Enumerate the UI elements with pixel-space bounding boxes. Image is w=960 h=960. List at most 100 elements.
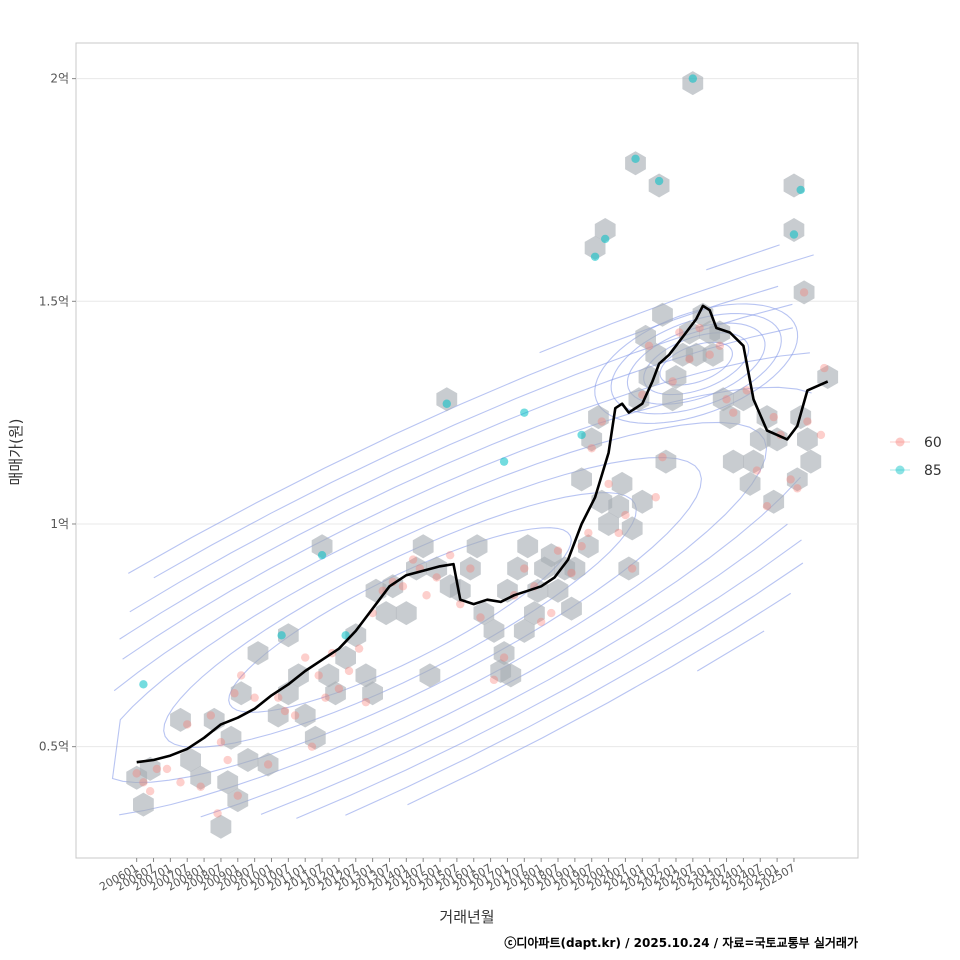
- hexbin: [571, 467, 592, 492]
- hexbin: [722, 449, 744, 474]
- hexbin: [618, 556, 640, 581]
- point-60: [722, 395, 731, 404]
- point-85: [520, 408, 529, 417]
- hexbin: [507, 556, 528, 581]
- point-60: [145, 786, 155, 796]
- point-60: [476, 613, 485, 622]
- point-60: [644, 341, 654, 351]
- point-60: [196, 782, 205, 791]
- y-axis-ticks: 0.5억 1억 1.5억 2억: [39, 72, 76, 754]
- point-60: [742, 386, 751, 395]
- hexbin: [800, 449, 822, 474]
- hexbin: [500, 663, 522, 688]
- point-60: [301, 653, 310, 662]
- hexbin: [625, 151, 646, 176]
- y-axis-title: 매매가(원): [7, 419, 25, 486]
- y-tick-label: 1억: [50, 517, 69, 531]
- y-tick-label: 0.5억: [39, 740, 69, 754]
- hexbin: [419, 663, 441, 688]
- point-85: [688, 74, 698, 83]
- point-85: [442, 399, 451, 408]
- point-60: [553, 546, 563, 555]
- point-85: [796, 185, 805, 195]
- hexbin: [685, 342, 707, 367]
- point-85: [654, 176, 664, 186]
- point-60: [361, 697, 371, 707]
- point-60: [769, 412, 778, 422]
- point-60: [236, 671, 246, 680]
- hexbin: [139, 756, 161, 781]
- legend-key-dot-85: [895, 465, 905, 475]
- point-85: [590, 252, 600, 261]
- hexbin: [635, 324, 656, 349]
- point-60: [520, 564, 529, 573]
- hexbin: [345, 623, 367, 648]
- hexbin: [655, 449, 677, 474]
- point-60: [176, 778, 185, 787]
- legend-key-dot-60: [895, 437, 905, 447]
- caption: ⓒ디아파트(dapt.kr) / 2025.10.24 / 자료=국토교통부 실…: [504, 935, 858, 950]
- y-tick-label: 1.5억: [39, 294, 69, 308]
- hexbin: [220, 725, 242, 750]
- hexbin: [564, 556, 586, 581]
- point-60: [752, 466, 762, 475]
- hexbin: [719, 405, 741, 430]
- hexbin: [611, 471, 633, 496]
- x-axis-title: 거래년월: [439, 908, 494, 926]
- hexbin: [588, 405, 609, 430]
- point-85: [277, 631, 286, 640]
- density-contour: [539, 254, 814, 672]
- hexbin: [739, 471, 761, 496]
- hexbin: [584, 235, 606, 260]
- legend-item-85: 85: [890, 463, 942, 479]
- point-60: [408, 555, 418, 564]
- point-60: [577, 542, 586, 551]
- point-60: [354, 644, 364, 653]
- density-contour: [128, 285, 791, 806]
- hexbin: [210, 814, 232, 839]
- hexbin: [756, 405, 778, 430]
- hexbin: [133, 792, 154, 817]
- point-60: [786, 475, 795, 484]
- legend-label-60: 60: [924, 435, 942, 451]
- hexbin: [712, 387, 734, 412]
- point-85: [341, 631, 350, 640]
- point-60: [803, 417, 812, 426]
- scatter-points: [132, 74, 829, 818]
- hexbin: [581, 427, 603, 452]
- hexbin: [304, 725, 326, 750]
- point-85: [139, 680, 148, 689]
- hexbin: [278, 623, 299, 648]
- point-60: [132, 769, 141, 778]
- hexbin: [524, 601, 545, 626]
- point-60: [627, 564, 637, 573]
- point-60: [334, 684, 344, 693]
- hexbin: [513, 618, 535, 643]
- hexbin: [665, 365, 687, 389]
- hexbin: [793, 280, 815, 305]
- hexbin: [267, 703, 289, 728]
- point-60: [567, 568, 576, 578]
- point-60: [715, 341, 725, 351]
- point-60: [820, 363, 829, 373]
- hexbin: [733, 387, 754, 412]
- point-60: [233, 791, 242, 800]
- point-60: [762, 501, 772, 511]
- hexbin: [786, 467, 808, 492]
- point-60: [584, 528, 593, 538]
- hexbin: [460, 556, 481, 581]
- y-tick-label: 2억: [50, 72, 69, 86]
- plot-panel: [75, 42, 859, 859]
- hexbin: [493, 641, 515, 666]
- point-85: [577, 430, 586, 440]
- density-contour: [594, 303, 799, 424]
- density-contour: [706, 244, 780, 271]
- hexbin: [466, 534, 488, 559]
- point-60: [274, 693, 283, 702]
- point-60: [280, 706, 290, 716]
- hexbin: [237, 748, 259, 772]
- point-60: [223, 755, 232, 765]
- hexbin: [311, 534, 333, 559]
- point-60: [675, 328, 684, 337]
- point-60: [793, 484, 802, 493]
